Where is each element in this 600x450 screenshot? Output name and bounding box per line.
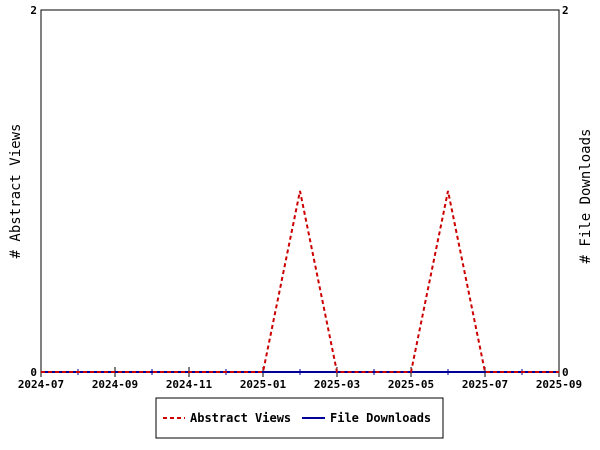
x-tick-label: 2025-05 — [388, 378, 434, 391]
legend-label-file-downloads: File Downloads — [330, 411, 431, 425]
legend-label-abstract-views: Abstract Views — [190, 411, 291, 425]
y-tick-labels: 0 2 0 2 — [30, 4, 568, 379]
x-tick-label: 2025-01 — [240, 378, 287, 391]
y-axis-title-right: # File Downloads — [578, 129, 594, 264]
legend: Abstract Views File Downloads — [155, 397, 444, 439]
series-line-abstract-views — [41, 190, 559, 373]
y-tick-label-right: 2 — [562, 4, 569, 17]
x-tick-label: 2024-07 — [18, 378, 64, 391]
x-tick-label: 2025-03 — [314, 378, 360, 391]
x-tick-label: 2024-09 — [92, 378, 138, 391]
x-tick-label: 2025-09 — [536, 378, 582, 391]
y-tick-label-right: 0 — [562, 366, 569, 379]
x-tick-label: 2024-11 — [166, 378, 213, 391]
y-tick-label-left: 2 — [30, 4, 37, 17]
series-layer — [41, 190, 559, 373]
x-tick-label: 2025-07 — [462, 378, 508, 391]
x-tick-labels: 2024-07 2024-09 2024-11 2025-01 2025-03 2025-… — [18, 378, 582, 391]
y-tick-label-left: 0 — [30, 366, 37, 379]
y-axis-title-left: # Abstract Views — [8, 124, 24, 259]
legend-box — [155, 397, 444, 439]
